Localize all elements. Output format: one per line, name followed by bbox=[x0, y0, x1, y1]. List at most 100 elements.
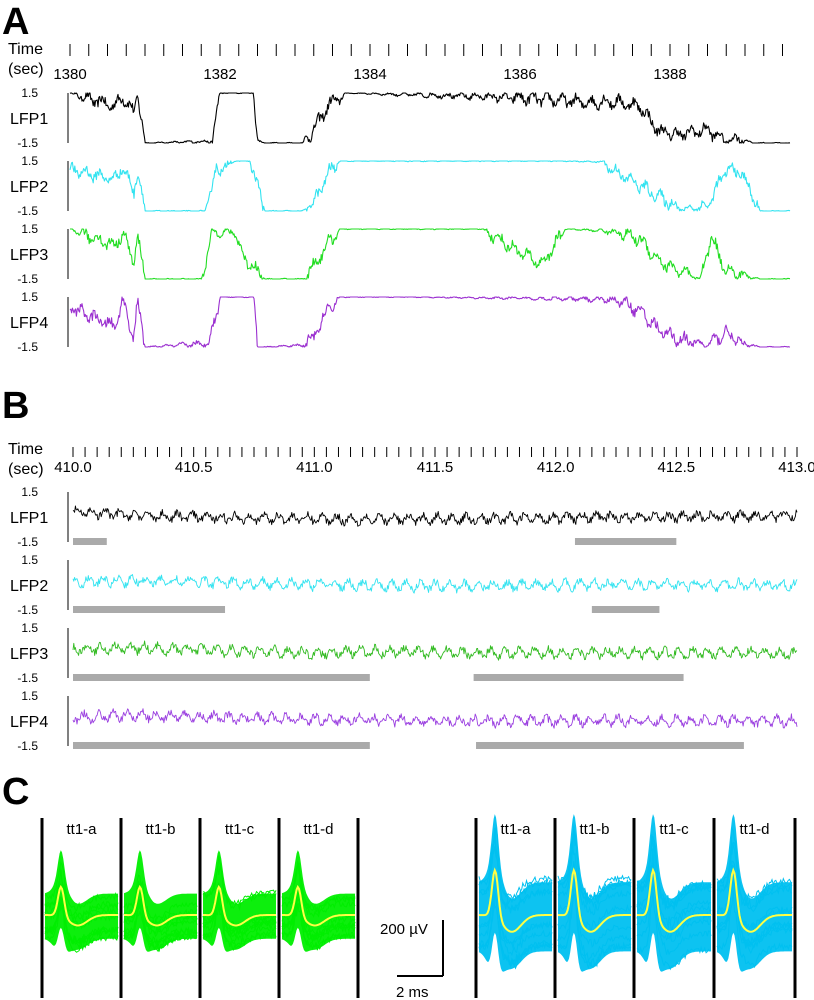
panel-label-a: A bbox=[2, 1, 29, 43]
y-tick-label: -1.5 bbox=[17, 340, 38, 354]
time-tick-label: 1384 bbox=[353, 66, 386, 83]
time-tick-label: 412.0 bbox=[537, 459, 575, 476]
waveform-trace bbox=[557, 893, 632, 968]
lfp-traces-b: 1.5 -1.5 LFP1 1.5 -1.5 LFP2 1.5 -1.5 LFP3 1.5 -1.5… bbox=[10, 485, 798, 753]
waveform-trace bbox=[557, 830, 632, 901]
y-tick-label: -1.5 bbox=[17, 603, 38, 617]
lfp-traces-a: 1.5 -1.5 LFP1 1.5 -1.5 LFP2 1.5 -1.5 LFP3 1.5 -1.5… bbox=[10, 86, 791, 354]
mean-waveform bbox=[478, 867, 552, 933]
waveform-trace bbox=[202, 899, 277, 943]
waveform-trace bbox=[44, 902, 119, 953]
waveform-trace bbox=[716, 872, 793, 947]
waveform-trace bbox=[123, 898, 198, 944]
state-bar bbox=[473, 674, 684, 681]
mean-waveform bbox=[124, 884, 197, 927]
lfp-row-lfp4: 1.5 -1.5 LFP4 bbox=[10, 290, 791, 354]
y-tick-label: -1.5 bbox=[17, 272, 38, 286]
waveform-trace bbox=[636, 839, 712, 912]
mean-waveform bbox=[203, 884, 276, 927]
y-tick-label: 1.5 bbox=[21, 222, 38, 236]
waveform-trace bbox=[478, 870, 553, 949]
waveform-group-2: tt1-a tt1-b tt1-c tt1-d bbox=[474, 814, 797, 998]
waveform-trace bbox=[478, 827, 553, 906]
channel-label: tt1-d bbox=[739, 821, 769, 838]
y-tick-label: -1.5 bbox=[17, 535, 38, 549]
waveform-trace bbox=[636, 892, 712, 971]
waveform-trace bbox=[202, 899, 277, 948]
waveform-trace bbox=[636, 883, 712, 956]
scale-bar-time-label: 2 ms bbox=[396, 984, 429, 1000]
y-tick-label: 1.5 bbox=[21, 553, 38, 567]
channel-label: tt1-a bbox=[500, 821, 531, 838]
waveform-trace bbox=[202, 905, 277, 952]
lfp-trace bbox=[72, 505, 798, 527]
scale-bar: 200 µV 2 ms bbox=[380, 920, 444, 1000]
lfp-row-lfp2: 1.5 -1.5 LFP2 bbox=[10, 553, 798, 617]
lfp-trace bbox=[69, 296, 791, 348]
time-tick-label: 1386 bbox=[503, 66, 536, 83]
y-tick-label: -1.5 bbox=[17, 671, 38, 685]
mean-waveform bbox=[636, 867, 711, 933]
time-tick-label: 411.5 bbox=[417, 459, 453, 476]
y-tick-label: 1.5 bbox=[21, 689, 38, 703]
waveform-trace bbox=[716, 860, 793, 931]
mean-waveform bbox=[45, 884, 118, 927]
waveform-trace bbox=[282, 902, 356, 951]
waveform-trace bbox=[716, 826, 793, 902]
panel-b: Time (sec) 410.0 410.5 411.0 411.5 412.0 412.… bbox=[8, 441, 814, 753]
waveform-cloud bbox=[124, 850, 197, 952]
mean-waveform bbox=[716, 867, 792, 933]
state-bar bbox=[574, 538, 677, 545]
panel-a: Time (sec) 1380 1382 1384 1386 1388 1.5 -1.5 L… bbox=[8, 41, 791, 354]
lfp-row-lfp4: 1.5 -1.5 LFP4 bbox=[10, 689, 798, 753]
state-bar bbox=[73, 606, 226, 613]
y-tick-label: -1.5 bbox=[17, 739, 38, 753]
time-tick-label: 1382 bbox=[203, 66, 236, 83]
waveform-trace bbox=[44, 870, 119, 918]
series-label: LFP4 bbox=[10, 315, 48, 332]
lfp-row-lfp1: 1.5 -1.5 LFP1 bbox=[10, 86, 791, 150]
series-label: LFP2 bbox=[10, 578, 48, 595]
scale-bar-amplitude-label: 200 µV bbox=[380, 921, 428, 938]
waveform-trace bbox=[478, 889, 553, 967]
time-axis-b: 410.0 410.5 411.0 411.5 412.0 412.5 413.0 bbox=[54, 447, 814, 476]
waveform-trace bbox=[636, 846, 712, 927]
waveform-trace bbox=[202, 893, 277, 938]
time-tick-label: 1388 bbox=[653, 66, 686, 83]
time-unit-label-b: (sec) bbox=[8, 461, 44, 478]
mean-waveform bbox=[282, 884, 355, 927]
spike-waveforms: tt1-a tt1-b tt1-c tt1-d tt1-a tt1-b tt1-c tt1-d bbox=[40, 814, 797, 998]
waveform-trace bbox=[202, 892, 277, 935]
waveform-trace bbox=[281, 890, 356, 940]
waveform-cloud bbox=[558, 814, 631, 972]
lfp-trace bbox=[72, 574, 798, 594]
waveform-trace bbox=[636, 834, 712, 906]
waveform-trace bbox=[478, 827, 553, 900]
lfp-row-lfp3: 1.5 -1.5 LFP3 bbox=[10, 621, 798, 685]
waveform-trace bbox=[123, 874, 198, 921]
series-label: LFP3 bbox=[10, 247, 48, 264]
time-label-b: Time bbox=[8, 441, 43, 458]
waveform-trace bbox=[202, 855, 277, 907]
lfp-trace bbox=[69, 92, 791, 144]
y-tick-label: -1.5 bbox=[17, 136, 38, 150]
waveform-trace bbox=[716, 890, 793, 969]
y-tick-label: 1.5 bbox=[21, 154, 38, 168]
waveform-trace bbox=[281, 862, 356, 913]
waveform-group-1: tt1-a tt1-b tt1-c tt1-d bbox=[40, 818, 360, 998]
waveform-trace bbox=[478, 833, 553, 914]
waveform-trace bbox=[44, 861, 119, 912]
state-bar bbox=[591, 606, 660, 613]
lfp-trace bbox=[72, 640, 798, 661]
series-label: LFP3 bbox=[10, 646, 48, 663]
waveform-cloud bbox=[45, 850, 118, 952]
lfp-row-lfp1: 1.5 -1.5 LFP1 bbox=[10, 485, 798, 549]
state-bar bbox=[73, 538, 107, 545]
lfp-trace bbox=[70, 228, 791, 280]
waveform-trace bbox=[478, 890, 553, 966]
channel-label: tt1-c bbox=[225, 821, 255, 838]
waveform-trace bbox=[44, 896, 119, 946]
time-axis-a: 1380 1382 1384 1386 1388 bbox=[53, 44, 783, 83]
time-tick-label: 411.0 bbox=[296, 459, 332, 476]
y-tick-label: 1.5 bbox=[21, 621, 38, 635]
